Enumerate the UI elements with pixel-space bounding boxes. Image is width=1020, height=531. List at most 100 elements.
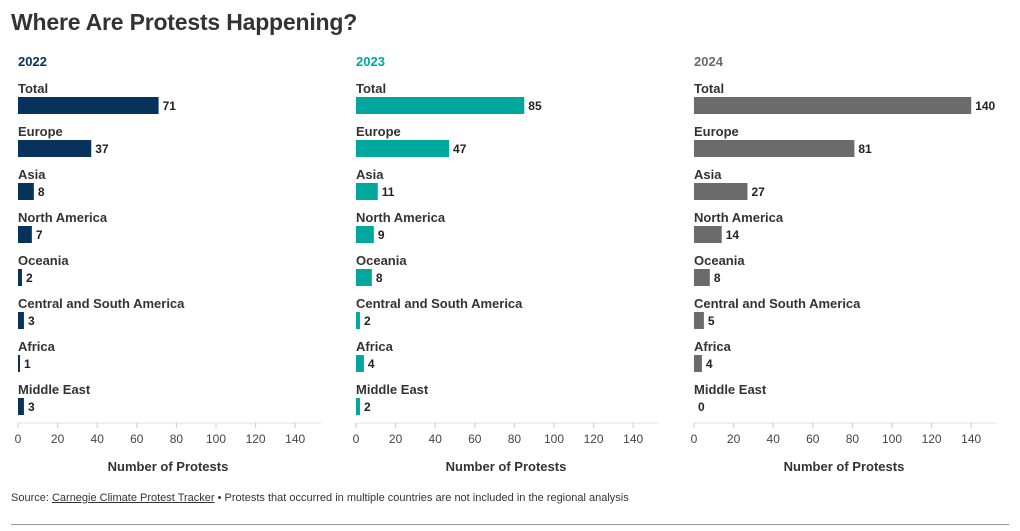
value-label-middle-east: 3 (28, 400, 35, 414)
x-tick-label: 80 (170, 432, 184, 446)
x-tick-label: 40 (429, 432, 443, 446)
value-label-central-and-south-america: 3 (28, 314, 35, 328)
bar-north-america (18, 226, 32, 243)
category-label-north-america: North America (356, 210, 446, 225)
bar-europe (18, 140, 92, 157)
bar-oceania (356, 269, 372, 286)
panel-title-2022: 2022 (18, 54, 47, 69)
x-tick-label: 120 (584, 432, 604, 446)
bottom-divider (11, 524, 1009, 525)
source-prefix: Source: (11, 492, 52, 504)
category-label-oceania: Oceania (18, 253, 69, 268)
value-label-oceania: 8 (714, 271, 721, 285)
panel-2022: 2022 Total 71 Europe 37 Asia 8 North America 7 Oc… (15, 50, 338, 475)
category-label-europe: Europe (18, 124, 63, 139)
x-tick-label: 120 (922, 432, 942, 446)
value-label-europe: 81 (858, 142, 872, 156)
value-label-asia: 8 (38, 185, 45, 199)
bar-chart-2022: 2022 Total 71 Europe 37 Asia 8 North America 7 Oc… (15, 54, 321, 474)
x-tick-label: 0 (15, 432, 22, 446)
source-note: Source: Carnegie Climate Protest Tracker… (11, 492, 629, 504)
bar-africa (18, 355, 20, 372)
x-tick-label: 20 (389, 432, 403, 446)
bar-asia (18, 183, 34, 200)
category-label-oceania: Oceania (694, 253, 745, 268)
category-label-total: Total (356, 81, 386, 96)
bar-europe (356, 140, 450, 157)
x-axis-title: Number of Protests (108, 459, 229, 474)
value-label-europe: 37 (95, 142, 109, 156)
value-label-africa: 1 (24, 357, 31, 371)
value-label-total: 85 (528, 99, 542, 113)
bar-oceania (18, 269, 22, 286)
value-label-total: 71 (163, 99, 177, 113)
x-tick-label: 0 (353, 432, 360, 446)
value-label-north-america: 14 (726, 228, 740, 242)
category-label-middle-east: Middle East (356, 382, 429, 397)
panel-title-2023: 2023 (356, 54, 385, 69)
x-tick-label: 80 (846, 432, 860, 446)
category-label-central-and-south-america: Central and South America (18, 296, 185, 311)
value-label-asia: 11 (382, 185, 395, 199)
x-tick-label: 0 (691, 432, 698, 446)
category-label-north-america: North America (694, 210, 784, 225)
value-label-africa: 4 (368, 357, 375, 371)
bar-chart-2023: 2023 Total 85 Europe 47 Asia 11 North America 9 O… (353, 54, 659, 474)
category-label-africa: Africa (18, 339, 56, 354)
value-label-central-and-south-america: 2 (364, 314, 371, 328)
value-label-europe: 47 (453, 142, 467, 156)
value-label-central-and-south-america: 5 (708, 314, 715, 328)
category-label-oceania: Oceania (356, 253, 407, 268)
category-label-africa: Africa (356, 339, 394, 354)
value-label-africa: 4 (706, 357, 713, 371)
panel-2023: 2023 Total 85 Europe 47 Asia 11 North America 9 O… (353, 50, 676, 475)
category-label-total: Total (694, 81, 724, 96)
category-label-asia: Asia (356, 167, 384, 182)
bar-africa (694, 355, 702, 372)
category-label-africa: Africa (694, 339, 732, 354)
value-label-middle-east: 0 (698, 400, 705, 414)
x-tick-label: 100 (206, 432, 226, 446)
x-tick-label: 140 (623, 432, 643, 446)
value-label-north-america: 7 (36, 228, 43, 242)
source-link[interactable]: Carnegie Climate Protest Tracker (51, 492, 215, 504)
bar-asia (694, 183, 748, 200)
bar-asia (356, 183, 378, 200)
x-tick-label: 20 (51, 432, 65, 446)
source-note-text: • Protests that occurred in multiple cou… (214, 492, 629, 504)
category-label-middle-east: Middle East (694, 382, 767, 397)
x-tick-label: 20 (727, 432, 741, 446)
bar-oceania (694, 269, 710, 286)
bar-middle-east (356, 398, 360, 415)
category-label-middle-east: Middle East (18, 382, 91, 397)
x-tick-label: 80 (508, 432, 522, 446)
x-axis-title: Number of Protests (784, 459, 905, 474)
bar-north-america (694, 226, 722, 243)
value-label-total: 140 (975, 99, 995, 113)
bar-middle-east (18, 398, 24, 415)
value-label-middle-east: 2 (364, 400, 371, 414)
x-tick-label: 140 (285, 432, 305, 446)
category-label-asia: Asia (18, 167, 46, 182)
x-tick-label: 60 (806, 432, 820, 446)
panel-title-2024: 2024 (694, 54, 724, 69)
bar-central-and-south-america (18, 312, 24, 329)
bar-central-and-south-america (694, 312, 704, 329)
category-label-europe: Europe (694, 124, 739, 139)
category-label-total: Total (18, 81, 48, 96)
x-tick-label: 120 (246, 432, 266, 446)
bar-north-america (356, 226, 374, 243)
value-label-north-america: 9 (378, 228, 385, 242)
x-tick-label: 60 (468, 432, 482, 446)
category-label-central-and-south-america: Central and South America (694, 296, 861, 311)
category-label-asia: Asia (694, 167, 722, 182)
x-tick-label: 40 (767, 432, 781, 446)
value-label-oceania: 2 (26, 271, 33, 285)
value-label-oceania: 8 (376, 271, 383, 285)
bar-africa (356, 355, 364, 372)
chart-title: Where Are Protests Happening? (11, 9, 358, 35)
bar-central-and-south-america (356, 312, 360, 329)
bar-total (694, 97, 972, 114)
x-tick-label: 100 (544, 432, 564, 446)
